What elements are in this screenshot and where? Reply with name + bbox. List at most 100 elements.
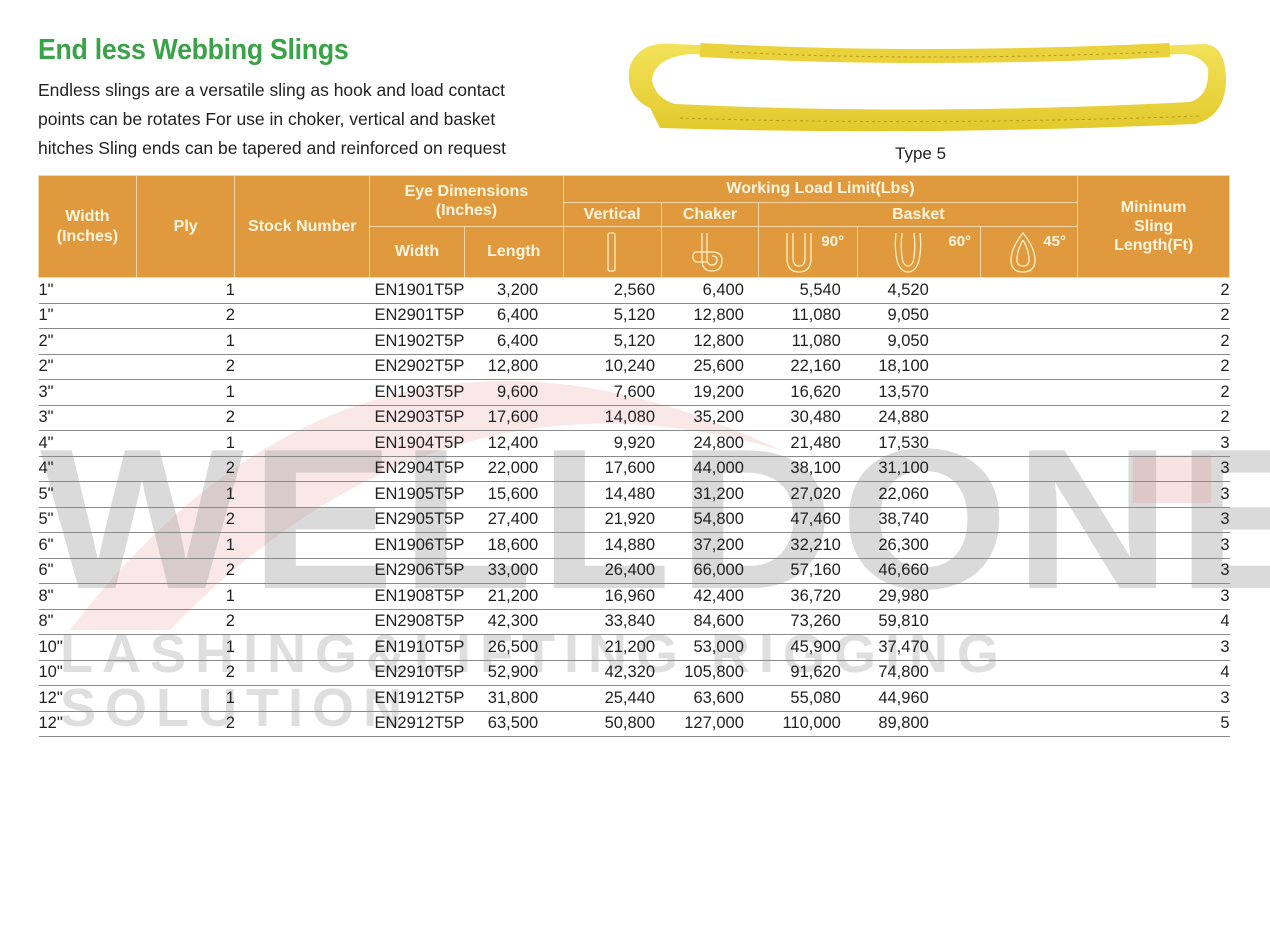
basket-60-icon bbox=[895, 232, 922, 273]
cell-basket-60: 4,520 bbox=[857, 277, 981, 304]
cell-basket-60: 9,050 bbox=[857, 303, 981, 329]
cell-vertical: 21,920 bbox=[563, 507, 662, 533]
table-row: 8" 2 EN2908T5P 42,300 33,840 84,600 73,2… bbox=[38, 609, 1230, 635]
cell-choker: 127,000 bbox=[661, 711, 759, 737]
column-header-eye-length: Length bbox=[463, 226, 564, 278]
cell-minimum-length: 3 bbox=[1077, 685, 1230, 712]
table-row: 8" 1 EN1908T5P 21,200 16,960 42,400 36,7… bbox=[38, 583, 1230, 610]
table-body: 1" 1 EN1901T5P 3,200 2,560 6,400 5,540 4… bbox=[38, 277, 1230, 737]
description-line: hitches Sling ends can be tapered and re… bbox=[38, 138, 506, 158]
column-header-choker: Chaker bbox=[660, 202, 760, 227]
column-header-working-load-limit: Working Load Limit(Lbs) bbox=[562, 175, 1079, 203]
column-header-vertical: Vertical bbox=[562, 202, 662, 227]
cell-width: 1" bbox=[38, 303, 137, 329]
cell-ply: 2 bbox=[136, 354, 235, 380]
cell-vertical: 14,480 bbox=[563, 481, 662, 508]
cell-minimum-length: 3 bbox=[1077, 558, 1230, 584]
cell-choker: 35,200 bbox=[661, 405, 759, 431]
cell-choker: 19,200 bbox=[661, 379, 759, 406]
cell-basket-90: 30,480 bbox=[758, 405, 858, 431]
table-row: 6" 1 EN1906T5P 18,600 14,880 37,200 32,2… bbox=[38, 532, 1230, 559]
cell-choker: 37,200 bbox=[661, 532, 759, 559]
cell-eye-length: 21,200 bbox=[464, 583, 564, 610]
cell-stock-number: EN1902T5P bbox=[234, 328, 465, 355]
cell-basket-90: 5,540 bbox=[758, 277, 858, 304]
cell-basket-90: 36,720 bbox=[758, 583, 858, 610]
cell-vertical: 5,120 bbox=[563, 328, 662, 355]
cell-choker: 84,600 bbox=[661, 609, 759, 635]
cell-minimum-length: 4 bbox=[1077, 660, 1230, 686]
cell-basket-90: 11,080 bbox=[758, 328, 858, 355]
cell-eye-length: 42,300 bbox=[464, 609, 564, 635]
cell-stock-number: EN1901T5P bbox=[234, 277, 465, 304]
description-line: points can be rotates For use in choker,… bbox=[38, 109, 496, 129]
cell-basket-90: 47,460 bbox=[758, 507, 858, 533]
cell-vertical: 21,200 bbox=[563, 634, 662, 661]
description: Endless slings are a versatile sling as … bbox=[38, 76, 568, 163]
cell-vertical: 33,840 bbox=[563, 609, 662, 635]
cell-eye-length: 12,800 bbox=[464, 354, 564, 380]
angle-45-label: 45° bbox=[1043, 233, 1066, 250]
cell-ply: 1 bbox=[136, 277, 235, 304]
table-row: 12" 2 EN2912T5P 63,500 50,800 127,000 11… bbox=[38, 711, 1230, 737]
cell-basket-60: 22,060 bbox=[857, 481, 981, 508]
cell-eye-length: 9,600 bbox=[464, 379, 564, 406]
cell-minimum-length: 3 bbox=[1077, 481, 1230, 508]
cell-eye-length: 22,000 bbox=[464, 456, 564, 482]
cell-minimum-length: 2 bbox=[1077, 405, 1230, 431]
cell-basket-60: 59,810 bbox=[857, 609, 981, 635]
cell-basket-60: 18,100 bbox=[857, 354, 981, 380]
cell-choker: 31,200 bbox=[661, 481, 759, 508]
cell-basket-45 bbox=[980, 583, 1078, 610]
cell-choker: 25,600 bbox=[661, 354, 759, 380]
cell-basket-90: 27,020 bbox=[758, 481, 858, 508]
cell-ply: 2 bbox=[136, 303, 235, 329]
cell-basket-90: 73,260 bbox=[758, 609, 858, 635]
cell-ply: 2 bbox=[136, 507, 235, 533]
table-row: 4" 1 EN1904T5P 12,400 9,920 24,800 21,48… bbox=[38, 430, 1230, 457]
cell-ply: 2 bbox=[136, 711, 235, 737]
column-header-minimum-sling-length: Mininum Sling Length(Ft) bbox=[1077, 175, 1230, 278]
cell-choker: 6,400 bbox=[661, 277, 759, 304]
cell-basket-45 bbox=[980, 609, 1078, 635]
cell-basket-60: 44,960 bbox=[857, 685, 981, 712]
cell-stock-number: EN2902T5P bbox=[234, 354, 465, 380]
column-header-eye-dimensions: Eye Dimensions (Inches) bbox=[369, 175, 564, 227]
product-image-caption: Type 5 bbox=[895, 144, 947, 163]
cell-minimum-length: 3 bbox=[1077, 532, 1230, 559]
cell-choker: 53,000 bbox=[661, 634, 759, 661]
cell-ply: 1 bbox=[136, 379, 235, 406]
cell-basket-60: 31,100 bbox=[857, 456, 981, 482]
table-row: 3" 1 EN1903T5P 9,600 7,600 19,200 16,620… bbox=[38, 379, 1230, 406]
angle-90-label: 90° bbox=[821, 233, 845, 250]
table-row: 10" 1 EN1910T5P 26,500 21,200 53,000 45,… bbox=[38, 634, 1230, 661]
cell-basket-45 bbox=[980, 277, 1078, 304]
table-row: 10" 2 EN2910T5P 52,900 42,320 105,800 91… bbox=[38, 660, 1230, 686]
cell-basket-60: 26,300 bbox=[857, 532, 981, 559]
cell-basket-90: 45,900 bbox=[758, 634, 858, 661]
table-row: 1" 2 EN2901T5P 6,400 5,120 12,800 11,080… bbox=[38, 303, 1230, 329]
vertical-hitch-icon bbox=[607, 232, 616, 272]
table-row: 5" 1 EN1905T5P 15,600 14,480 31,200 27,0… bbox=[38, 481, 1230, 508]
column-header-stock-number: Stock Number bbox=[234, 175, 371, 278]
cell-eye-length: 15,600 bbox=[464, 481, 564, 508]
cell-basket-45 bbox=[980, 456, 1078, 482]
cell-minimum-length: 4 bbox=[1077, 609, 1230, 635]
cell-basket-60: 46,660 bbox=[857, 558, 981, 584]
cell-ply: 2 bbox=[136, 609, 235, 635]
cell-width: 2" bbox=[38, 354, 137, 380]
cell-eye-length: 27,400 bbox=[464, 507, 564, 533]
cell-width: 12" bbox=[38, 711, 137, 737]
cell-stock-number: EN2910T5P bbox=[234, 660, 465, 686]
endless-sling-image bbox=[628, 43, 1226, 132]
cell-ply: 1 bbox=[136, 481, 235, 508]
cell-basket-90: 91,620 bbox=[758, 660, 858, 686]
cell-minimum-length: 3 bbox=[1077, 430, 1230, 457]
cell-minimum-length: 2 bbox=[1077, 379, 1230, 406]
cell-width: 3" bbox=[38, 405, 137, 431]
specification-table: Width (Inches) Ply Stock Number Eye Dimen… bbox=[38, 175, 1230, 737]
table-row: 12" 1 EN1912T5P 31,800 25,440 63,600 55,… bbox=[38, 685, 1230, 712]
page-title: End less Webbing Slings bbox=[38, 34, 349, 66]
cell-width: 6" bbox=[38, 532, 137, 559]
cell-choker: 63,600 bbox=[661, 685, 759, 712]
